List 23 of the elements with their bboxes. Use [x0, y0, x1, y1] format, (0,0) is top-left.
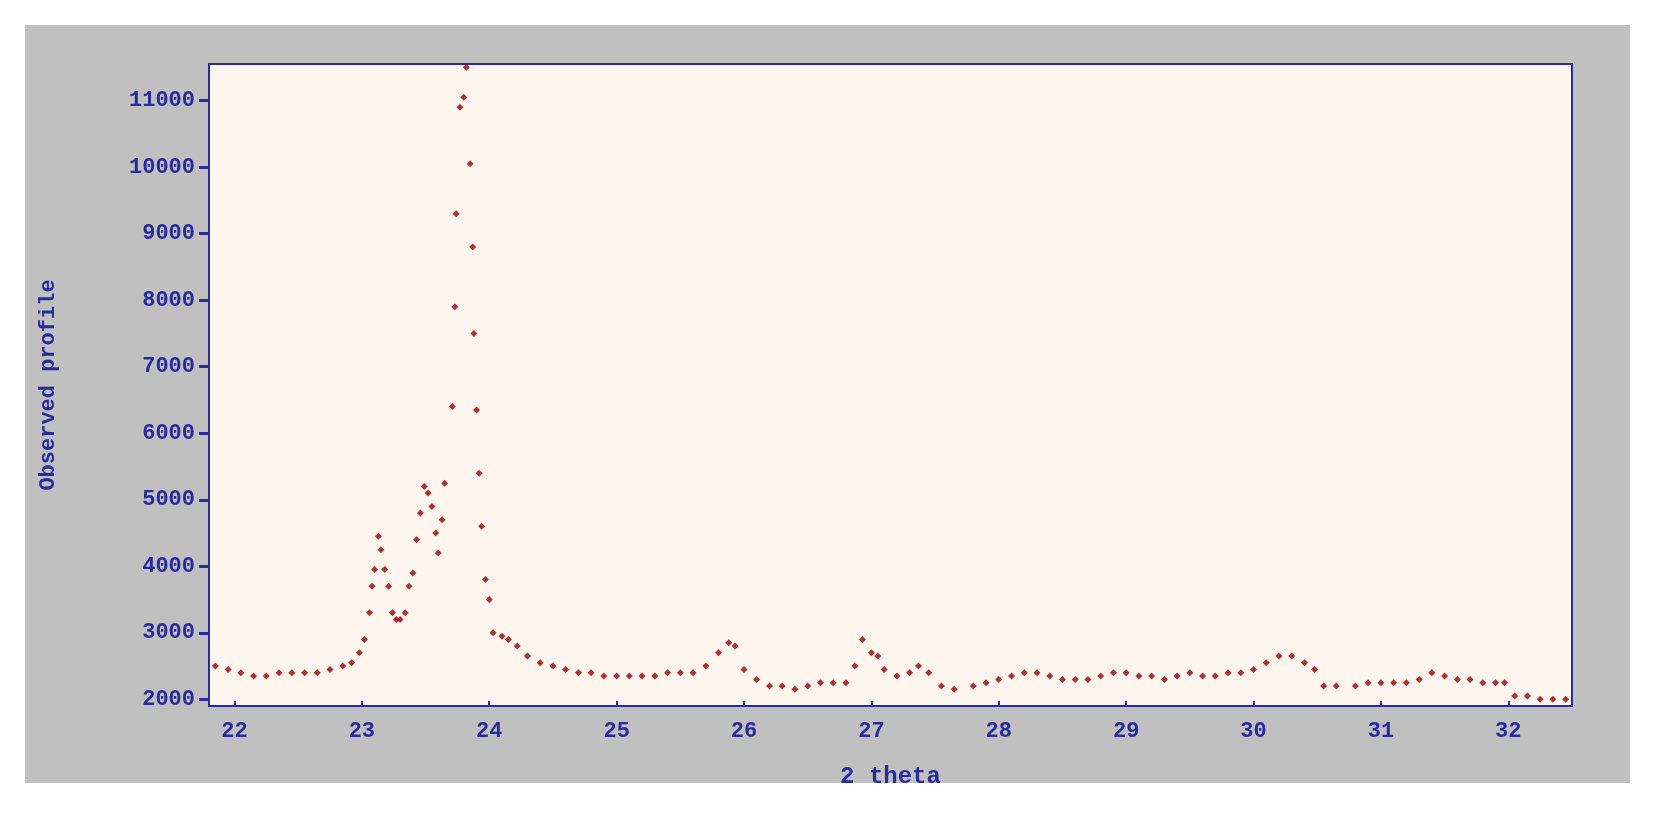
y-tick-label: 5000 [142, 487, 195, 513]
x-tick-label: 27 [858, 718, 885, 744]
x-tick-label: 26 [730, 718, 758, 744]
x-tick-label: 29 [1112, 718, 1140, 744]
x-tick-label: 30 [1240, 718, 1267, 744]
y-tick-label: 8000 [142, 287, 195, 313]
x-tick-label: 24 [476, 718, 503, 744]
x-axis-title: 2 theta [840, 762, 941, 790]
x-tick-label: 23 [348, 718, 376, 744]
y-tick-label: 4000 [142, 553, 195, 579]
y-tick-label: 7000 [142, 354, 195, 380]
y-tick-label: 10000 [128, 154, 195, 180]
y-tick-label: 6000 [142, 420, 195, 446]
y-tick-label: 9000 [142, 221, 195, 247]
x-tick-label: 32 [1495, 718, 1522, 744]
y-tick-label: 11000 [128, 88, 195, 114]
y-axis-title: Observed profile [35, 279, 61, 491]
x-tick-label: 31 [1367, 718, 1395, 744]
x-tick-label: 28 [985, 718, 1012, 744]
y-tick-label: 2000 [142, 686, 195, 712]
x-tick-label: 25 [603, 718, 630, 744]
x-tick-label: 22 [221, 718, 248, 744]
y-tick-label: 3000 [142, 620, 195, 646]
